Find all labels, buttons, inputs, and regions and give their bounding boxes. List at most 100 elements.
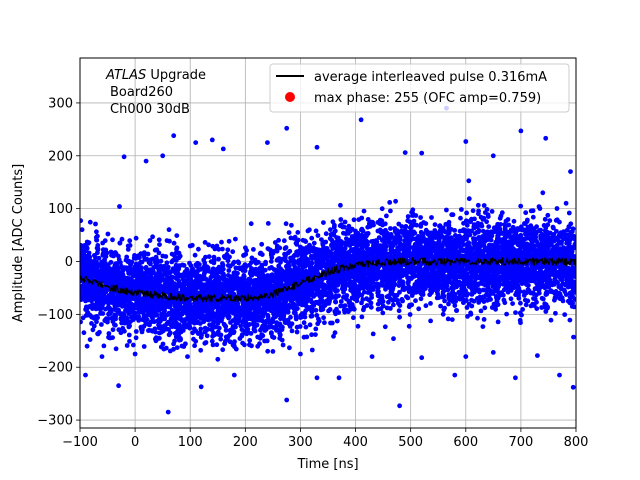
sample-point — [213, 324, 219, 330]
sample-point — [174, 233, 180, 239]
sample-point — [559, 277, 565, 283]
sample-point — [471, 298, 477, 304]
sample-point — [423, 303, 429, 309]
sample-point — [540, 190, 546, 196]
sample-point — [94, 319, 99, 325]
sample-point — [370, 331, 376, 337]
sample-point — [536, 204, 542, 210]
sample-point — [338, 217, 344, 222]
sample-point — [153, 336, 158, 342]
sample-point — [225, 247, 231, 253]
sample-point — [198, 316, 204, 321]
sample-point — [379, 206, 385, 212]
sample-point — [133, 335, 139, 341]
sample-point — [387, 200, 393, 205]
sample-point — [182, 269, 188, 275]
sample-point — [475, 315, 480, 321]
sample-point — [285, 250, 291, 256]
sample-point — [174, 345, 180, 350]
sample-point — [276, 237, 281, 243]
sample-point — [265, 348, 271, 354]
sample-point — [411, 229, 417, 235]
sample-point — [202, 329, 208, 335]
sample-point — [276, 327, 281, 333]
sample-point — [173, 275, 179, 281]
sample-point — [466, 196, 472, 202]
sample-point — [164, 260, 170, 266]
sample-point — [277, 245, 283, 251]
sample-point — [80, 319, 83, 325]
sample-point — [478, 308, 484, 314]
sample-point — [98, 311, 103, 316]
sample-point — [469, 303, 475, 309]
sample-point — [195, 306, 201, 311]
sample-point — [330, 219, 336, 225]
sample-point — [525, 298, 531, 304]
sample-point — [391, 336, 396, 342]
sample-point — [259, 252, 265, 257]
sample-point — [249, 255, 255, 261]
sample-point — [89, 321, 94, 326]
sample-point — [313, 307, 319, 313]
sample-point — [553, 310, 558, 316]
sample-point — [280, 342, 286, 348]
sample-point — [438, 303, 443, 309]
sample-point — [566, 210, 572, 216]
sample-point — [210, 333, 216, 339]
sample-point — [376, 235, 382, 241]
sample-point — [482, 305, 488, 311]
sample-point — [543, 292, 549, 297]
sample-point — [238, 323, 244, 329]
sample-point — [341, 224, 347, 230]
sample-point — [209, 338, 215, 344]
sample-point — [309, 309, 315, 315]
sample-point — [265, 221, 271, 226]
sample-point — [388, 226, 393, 231]
sample-point — [331, 333, 336, 339]
sample-point — [126, 332, 132, 338]
sample-point — [545, 212, 551, 218]
sample-point — [329, 243, 334, 249]
sample-point — [511, 218, 517, 224]
sample-point — [523, 302, 529, 308]
sample-point — [242, 268, 248, 274]
sample-point — [249, 260, 254, 265]
sample-point — [338, 202, 343, 208]
sample-point — [81, 330, 87, 336]
sample-point — [262, 267, 268, 273]
sample-point — [532, 268, 538, 274]
sample-point — [248, 221, 254, 227]
sample-point — [542, 216, 548, 222]
sample-point — [481, 215, 487, 221]
sample-point — [442, 298, 447, 304]
sample-point — [563, 200, 569, 206]
sample-point — [101, 343, 107, 349]
sample-point — [393, 198, 398, 204]
sample-point — [332, 330, 338, 336]
sample-point — [437, 223, 442, 229]
sample-point — [153, 254, 159, 260]
sample-point — [550, 224, 556, 230]
sample-point — [573, 280, 576, 285]
sample-point — [180, 328, 186, 333]
sample-point — [458, 215, 463, 221]
sample-point — [295, 230, 301, 235]
sample-point — [248, 331, 254, 336]
sample-point — [321, 315, 326, 321]
sample-point — [446, 301, 451, 307]
sample-point — [368, 304, 374, 310]
sample-point — [518, 203, 524, 209]
sample-point — [405, 280, 411, 286]
sample-point — [351, 217, 357, 223]
sample-point — [309, 235, 315, 241]
sample-point — [333, 299, 338, 305]
sample-point — [146, 328, 151, 333]
sample-point — [189, 242, 195, 248]
sample-point — [90, 327, 96, 333]
sample-point — [488, 237, 494, 243]
sample-point — [523, 210, 529, 216]
sample-point — [133, 329, 139, 334]
sample-point — [144, 243, 150, 249]
sample-point — [475, 202, 481, 208]
